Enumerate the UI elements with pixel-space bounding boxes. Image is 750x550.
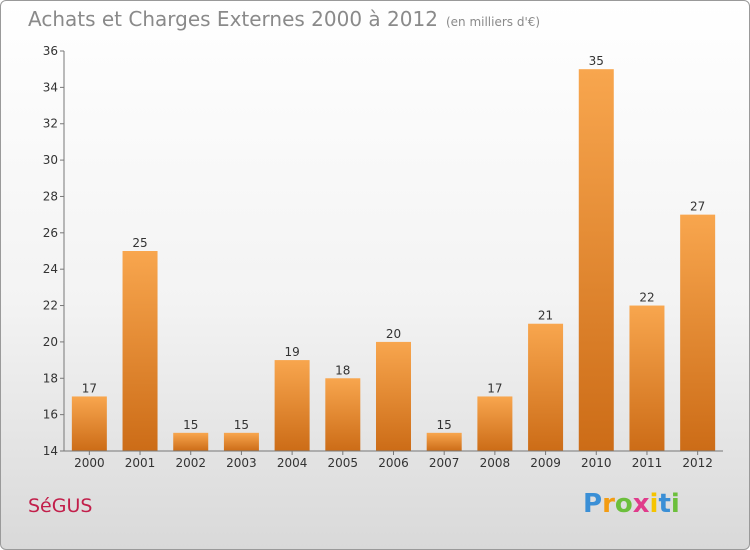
data-label: 19 [284,345,299,359]
data-label: 17 [82,381,97,395]
x-tick-label: 2005 [328,456,359,470]
x-tick-label: 2000 [74,456,105,470]
bar [426,432,462,451]
y-tick-label: 36 [43,44,58,58]
logo-letter: P [583,489,603,519]
logo-letter: i [649,489,659,519]
bar [325,378,361,451]
bar [528,323,564,451]
x-tick-label: 2011 [632,456,663,470]
y-tick-label: 34 [43,80,58,94]
logo-letter: x [632,489,650,519]
logo-letter: o [614,489,633,519]
data-label: 15 [183,418,198,432]
x-tick-label: 2006 [378,456,409,470]
y-tick-label: 30 [43,153,58,167]
y-tick-label: 24 [43,262,58,276]
logo-letter: r [602,489,615,519]
x-tick-label: 2004 [277,456,308,470]
data-label: 20 [386,327,401,341]
logo-letter: i [670,489,680,519]
logo-letter: t [658,489,671,519]
bar [122,251,158,451]
data-label: 21 [538,309,553,323]
x-tick-label: 2002 [175,456,206,470]
bar [173,432,209,451]
y-tick-label: 18 [43,371,58,385]
chart-title: Achats et Charges Externes 2000 à 2012 (e… [28,7,540,31]
chart-unit: (en milliers d'€) [445,15,541,29]
bar [477,396,513,451]
chart-title-text: Achats et Charges Externes 2000 à 2012 [28,7,438,31]
bar [578,69,614,451]
x-tick-label: 2001 [125,456,156,470]
data-label: 35 [589,54,604,68]
bar [376,341,411,451]
data-label: 25 [132,236,147,250]
x-tick-label: 2010 [581,456,612,470]
bar [223,432,259,451]
data-label: 15 [437,418,452,432]
y-tick-label: 22 [43,299,58,313]
y-tick-label: 20 [43,335,58,349]
x-tick-label: 2007 [429,456,460,470]
axes-group: 14 16 18 20 22 24 26 28 30 32 34 36 2000 2001 2002 2003… [43,44,723,470]
data-label: 15 [234,418,249,432]
y-tick-label: 28 [43,189,58,203]
bar [680,214,716,451]
data-label: 17 [487,381,502,395]
proxiti-logo: Proxiti [583,489,680,519]
y-tick-label: 14 [43,444,58,458]
bar [629,305,665,451]
y-tick-label: 26 [43,226,58,240]
data-label: 22 [639,291,654,305]
bar [274,360,310,451]
data-label: 27 [690,200,705,214]
x-tick-label: 2012 [682,456,713,470]
x-tick-label: 2008 [480,456,511,470]
bar [71,396,107,451]
y-tick-label: 32 [43,117,58,131]
y-tick-label: 16 [43,408,58,422]
x-tick-label: 2003 [226,456,257,470]
data-label: 18 [335,363,350,377]
commune-name: SéGUS [28,495,93,517]
x-tick-label: 2009 [530,456,561,470]
bars-group: 17 25 15 15 19 18 20 15 17 21 35 22 27 [71,54,716,451]
